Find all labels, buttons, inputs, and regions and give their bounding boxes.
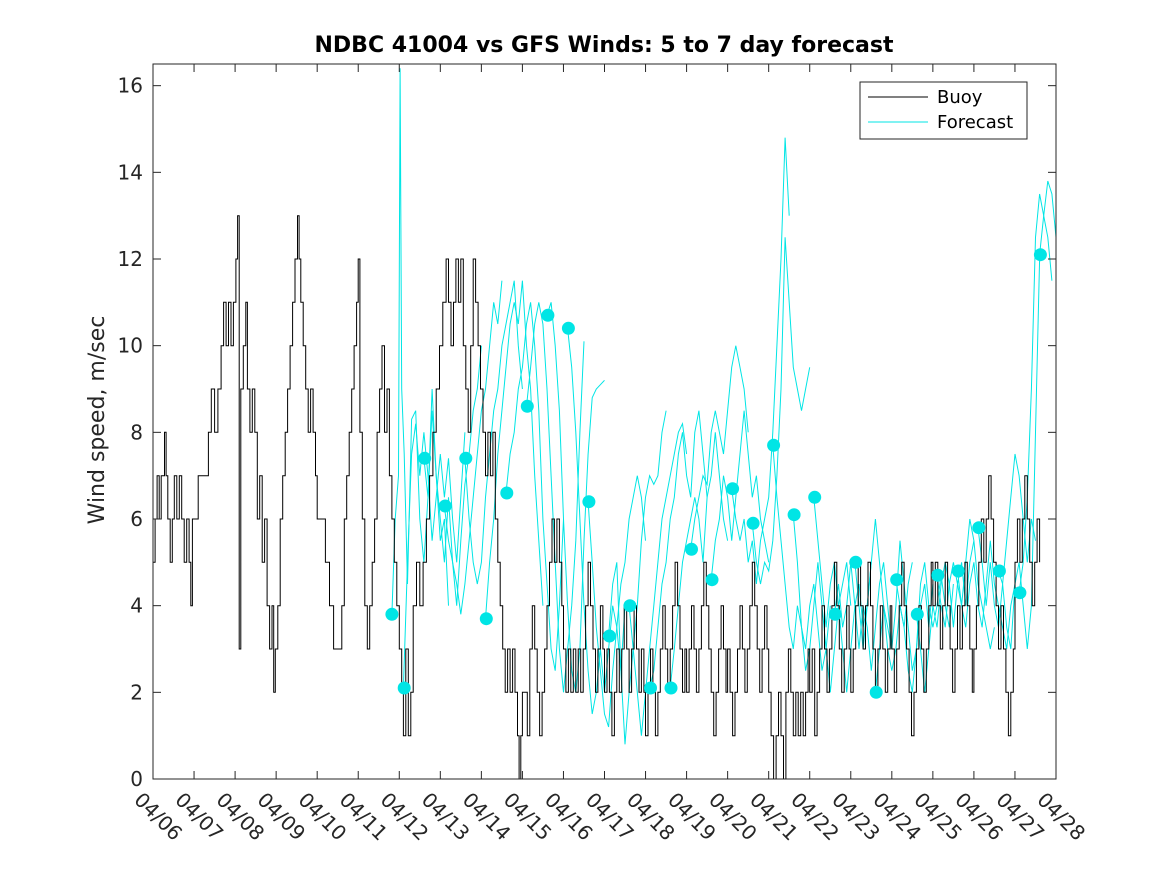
forecast-marker <box>931 568 945 582</box>
legend-buoy-label: Buoy <box>937 87 983 108</box>
forecast-line <box>669 432 729 689</box>
forecast-line <box>505 302 564 671</box>
forecast-line <box>391 68 449 615</box>
forecast-marker <box>992 564 1006 578</box>
forecast-marker <box>910 607 924 621</box>
forecast-line <box>690 345 749 550</box>
forecast-line <box>751 237 811 585</box>
forecast-marker <box>644 681 657 695</box>
forecast-marker <box>520 399 534 413</box>
forecast-marker <box>972 521 986 535</box>
forecast-line <box>608 410 667 745</box>
forecast-marker <box>418 451 432 465</box>
forecast-line <box>977 453 1036 628</box>
y-tick-label: 4 <box>130 594 143 618</box>
forecast-marker <box>869 685 883 699</box>
forecast-marker <box>385 607 399 621</box>
forecast-line <box>1018 193 1053 593</box>
forecast-marker <box>828 607 842 621</box>
y-tick-label: 12 <box>118 247 143 271</box>
forecast-line <box>402 423 466 689</box>
y-tick-label: 6 <box>130 507 143 531</box>
forecast-marker <box>767 438 781 452</box>
forecast-line <box>628 421 688 736</box>
forecast-marker <box>1013 586 1027 600</box>
y-axis: 0 2 4 6 8 10 12 14 16 <box>118 74 1056 791</box>
forecast-marker <box>890 573 904 587</box>
forecast-line <box>587 475 646 728</box>
plot-area <box>152 63 1057 780</box>
forecast-marker <box>541 308 555 322</box>
forecast-markers <box>385 248 1047 699</box>
forecast-line <box>998 258 1041 650</box>
forecast-marker <box>787 508 801 522</box>
y-axis-label: Wind speed, m/sec <box>85 316 110 525</box>
forecast-marker <box>808 490 822 504</box>
forecast-marker <box>746 516 760 530</box>
forecast-marker <box>582 495 596 509</box>
legend-box <box>859 81 1028 140</box>
forecast-line <box>1039 180 1057 255</box>
y-tick-label: 14 <box>118 160 143 184</box>
forecast-marker <box>664 681 678 695</box>
forecast-marker <box>951 564 965 578</box>
forecast-marker <box>397 681 411 695</box>
chart-title: NDBC 41004 vs GFS Winds: 5 to 7 day fore… <box>315 33 894 58</box>
forecast-marker <box>705 573 719 587</box>
forecast-marker <box>561 321 575 335</box>
forecast-line <box>731 137 790 585</box>
forecast-marker <box>602 629 616 643</box>
forecast-marker <box>479 612 493 626</box>
forecast-line <box>443 280 503 615</box>
forecast-marker <box>1033 248 1047 262</box>
forecast-marker <box>438 499 452 513</box>
forecast-line <box>813 497 872 693</box>
forecast-marker <box>459 451 473 465</box>
y-tick-label: 10 <box>118 334 143 358</box>
buoy-series <box>153 215 1041 780</box>
forecast-marker <box>849 555 863 569</box>
legend-forecast-label: Forecast <box>937 112 1013 133</box>
forecast-line <box>649 410 708 689</box>
forecast-marker <box>623 599 637 613</box>
forecast-marker <box>726 482 740 496</box>
forecast-marker <box>685 542 698 556</box>
forecast-line <box>710 410 770 580</box>
y-tick-label: 8 <box>130 420 143 444</box>
forecast-marker <box>500 486 514 500</box>
y-tick-label: 2 <box>130 680 143 704</box>
y-tick-label: 16 <box>118 74 143 98</box>
forecast-line <box>957 540 1016 650</box>
forecast-line <box>464 280 523 585</box>
buoy-line <box>153 215 1041 780</box>
legend: Buoy Forecast <box>859 81 1028 140</box>
forecast-line <box>895 562 954 693</box>
y-tick-label: 0 <box>130 767 143 791</box>
